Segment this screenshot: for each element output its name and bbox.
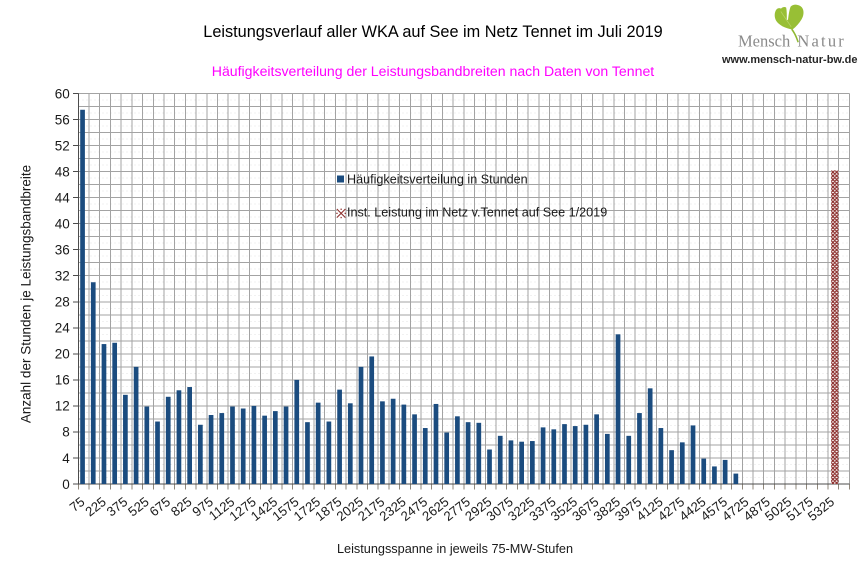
svg-text:Inst. Leistung im Netz v.Tenne: Inst. Leistung im Netz v.Tennet auf See … [347,206,607,220]
svg-text:52: 52 [55,138,70,153]
svg-text:24: 24 [55,321,71,336]
svg-text:8: 8 [62,425,70,440]
svg-text:12: 12 [55,399,70,414]
svg-text:20: 20 [55,347,70,362]
svg-text:40: 40 [55,216,70,231]
svg-text:Mensch: Mensch [738,32,791,51]
svg-text:www.mensch-natur-bw.de: www.mensch-natur-bw.de [721,54,857,66]
svg-text:4: 4 [62,451,70,466]
svg-text:32: 32 [55,269,70,284]
svg-text:16: 16 [55,373,70,388]
svg-text:28: 28 [55,295,70,310]
svg-text:Anzahl der Stunden je Leistung: Anzahl der Stunden je Leistungsbandbreit… [19,165,34,423]
svg-text:48: 48 [55,164,70,179]
svg-text:75: 75 [67,494,88,515]
svg-text:Leistungsverlauf aller WKA auf: Leistungsverlauf aller WKA auf See im Ne… [203,23,662,41]
svg-text:Natur: Natur [797,32,846,51]
svg-text:0: 0 [62,477,70,492]
svg-text:Häufigkeitsverteilung in Stund: Häufigkeitsverteilung in Stunden [347,173,528,187]
svg-text:44: 44 [55,190,71,205]
svg-text:Leistungsspanne in jeweils 75-: Leistungsspanne in jeweils 75-MW-Stufen [337,542,573,556]
svg-text:36: 36 [55,243,70,258]
svg-text:60: 60 [55,86,70,101]
svg-text:56: 56 [55,112,70,127]
svg-text:Häufigkeitsverteilung der Leis: Häufigkeitsverteilung der Leistungsbandb… [212,63,655,79]
